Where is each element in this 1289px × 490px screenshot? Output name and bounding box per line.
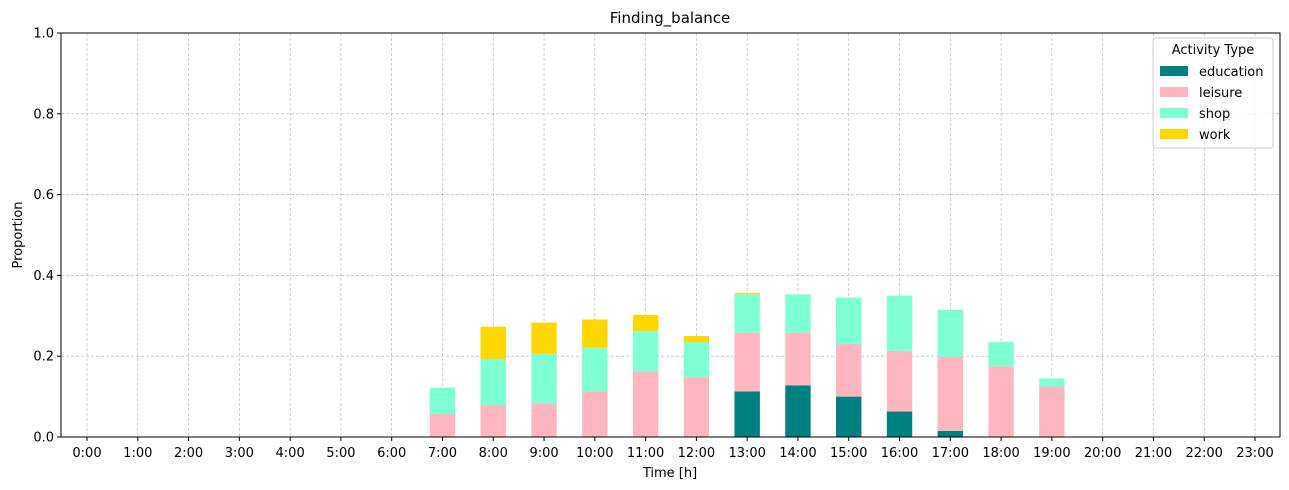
- legend-box: [1152, 37, 1274, 149]
- x-tick-label: 13:00: [728, 446, 765, 461]
- x-tick-label: 5:00: [326, 446, 355, 461]
- bar-work: [632, 314, 659, 332]
- y-tick-label: 0.6: [33, 188, 54, 203]
- x-tick-label: 10:00: [576, 446, 613, 461]
- bar-work: [734, 293, 760, 295]
- bar-education: [785, 385, 811, 437]
- bar-leisure: [937, 357, 963, 431]
- bars: [429, 293, 1065, 437]
- bar-leisure: [886, 350, 913, 412]
- x-tick-label: 11:00: [627, 446, 664, 461]
- bar-shop: [531, 353, 557, 404]
- x-tick-label: 16:00: [881, 446, 918, 461]
- x-tick-label: 17:00: [932, 446, 969, 461]
- legend-items: education leisure shop work: [1160, 65, 1264, 143]
- bar-shop: [429, 387, 456, 414]
- x-tick-label: 15:00: [830, 446, 867, 461]
- bar-shop: [683, 342, 710, 378]
- legend-label-work: work: [1199, 128, 1231, 143]
- legend-swatch-leisure: [1160, 87, 1188, 97]
- bar-education: [886, 411, 913, 437]
- bar-leisure: [988, 366, 1014, 437]
- x-tick-label: 21:00: [1135, 446, 1172, 461]
- x-tick-label: 0:00: [72, 446, 101, 461]
- x-axis-label: Time [h]: [642, 466, 697, 481]
- bar-leisure: [531, 403, 557, 437]
- x-tick-label: 19:00: [1033, 446, 1070, 461]
- bar-leisure: [480, 405, 506, 437]
- bar-leisure: [785, 332, 811, 386]
- bar-shop: [937, 309, 963, 358]
- bar-shop: [785, 294, 811, 333]
- x-tick-label: 4:00: [276, 446, 305, 461]
- x-axis: 0:00 1:00 2:00 3:00 4:00 5:00 6:00 7:00 8:00 9:00…: [72, 437, 1274, 461]
- legend-label-shop: shop: [1199, 107, 1230, 122]
- bar-leisure: [836, 344, 862, 397]
- legend-swatch-shop: [1160, 108, 1188, 118]
- bar-work: [480, 326, 506, 360]
- plot-frame: [60, 32, 1281, 438]
- x-tick-label: 2:00: [174, 446, 203, 461]
- legend-label-leisure: leisure: [1199, 86, 1242, 101]
- x-tick-label: 12:00: [678, 446, 715, 461]
- bar-education: [937, 430, 963, 437]
- legend: Activity Type education leisure shop work: [1152, 37, 1274, 149]
- bar-shop: [480, 359, 506, 406]
- x-tick-label: 18:00: [982, 446, 1019, 461]
- bar-leisure: [734, 332, 760, 392]
- bar-work: [683, 336, 710, 343]
- x-tick-label: 9:00: [529, 446, 558, 461]
- x-tick-label: 7:00: [428, 446, 457, 461]
- y-tick-label: 0.2: [33, 350, 54, 365]
- x-tick-label: 1:00: [123, 446, 152, 461]
- bar-shop: [988, 342, 1014, 367]
- bar-shop: [836, 297, 862, 345]
- bar-leisure: [429, 413, 456, 437]
- bar-leisure: [582, 391, 608, 437]
- y-tick-label: 0.0: [33, 431, 54, 446]
- bar-shop: [582, 347, 608, 392]
- bar-leisure: [632, 371, 659, 437]
- bar-leisure: [683, 377, 710, 437]
- legend-swatch-education: [1160, 66, 1188, 76]
- y-tick-label: 0.8: [33, 107, 54, 122]
- bar-work: [531, 322, 557, 354]
- bar-shop: [734, 294, 760, 333]
- legend-swatch-work: [1160, 129, 1188, 139]
- bar-education: [734, 391, 760, 437]
- x-tick-label: 23:00: [1236, 446, 1273, 461]
- bar-work: [582, 319, 608, 348]
- bar-leisure: [1039, 386, 1065, 437]
- x-tick-label: 20:00: [1084, 446, 1121, 461]
- y-axis-label: Proportion: [11, 201, 26, 268]
- y-tick-label: 0.4: [33, 269, 54, 284]
- legend-title: Activity Type: [1172, 43, 1255, 58]
- x-tick-label: 14:00: [779, 446, 816, 461]
- bar-shop: [632, 331, 659, 372]
- y-axis: 0.0 0.2 0.4 0.6 0.8 1.0: [33, 27, 61, 446]
- y-tick-label: 1.0: [33, 27, 54, 42]
- x-tick-label: 8:00: [479, 446, 508, 461]
- chart-title: Finding_balance: [610, 9, 730, 28]
- x-tick-label: 3:00: [225, 446, 254, 461]
- bar-shop: [1039, 378, 1065, 387]
- bar-education: [836, 396, 862, 437]
- legend-label-education: education: [1199, 65, 1264, 80]
- x-tick-label: 6:00: [377, 446, 406, 461]
- bar-shop: [886, 295, 913, 351]
- x-tick-label: 22:00: [1185, 446, 1222, 461]
